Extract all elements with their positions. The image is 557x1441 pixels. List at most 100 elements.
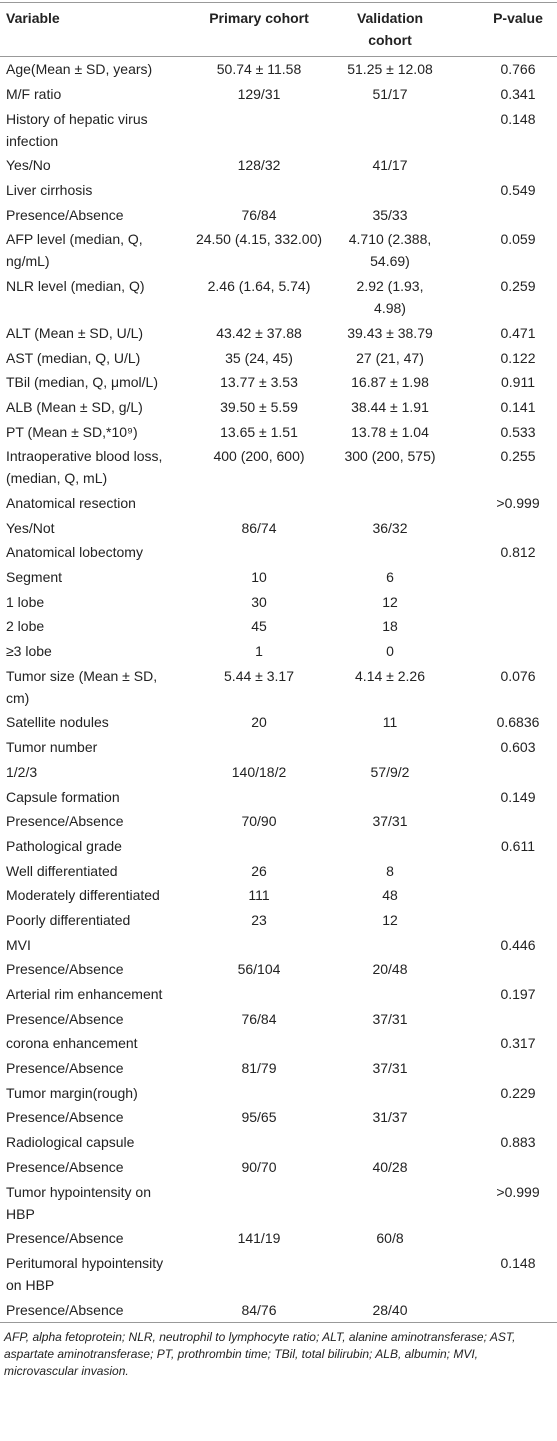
value-cell: 0.549	[500, 182, 536, 199]
value-cell	[183, 1130, 335, 1155]
variable-cell: corona enhancement	[6, 1035, 138, 1052]
table-header: Variable Primary cohort Validation cohort P…	[0, 2, 557, 57]
value-cell: 28/40	[372, 1301, 408, 1318]
value-cell	[445, 1155, 557, 1180]
value-cell	[183, 982, 335, 1007]
value-cell: 48	[382, 887, 398, 904]
variable-cell: Presence/Absence	[6, 1158, 124, 1175]
table-row: Presence/Absence 81/79 37/31	[0, 1056, 557, 1081]
value-cell	[335, 784, 445, 809]
variable-cell: Anatomical lobectomy	[6, 544, 143, 561]
variable-cell: Presence/Absence	[6, 206, 124, 223]
table-row: Presence/Absence 141/19 60/8	[0, 1226, 557, 1251]
header-cell: Primary cohort	[209, 10, 309, 26]
value-cell: 1	[255, 643, 263, 660]
value-cell	[183, 834, 335, 859]
value-cell: 16.87 ± 1.98	[351, 374, 429, 391]
table-row: Presence/Absence 76/84 35/33	[0, 202, 557, 227]
table-row: Age(Mean ± SD, years) 50.74 ± 11.58 51.25 …	[0, 57, 557, 82]
value-cell	[445, 809, 557, 834]
value-cell: 35/33	[372, 206, 408, 223]
value-cell: 51.25 ± 12.08	[347, 61, 433, 78]
value-cell: 86/74	[241, 519, 277, 536]
value-cell	[445, 883, 557, 908]
value-cell	[335, 540, 445, 565]
variable-cell: Satellite nodules	[6, 714, 109, 731]
table-row: Presence/Absence 56/104 20/48	[0, 957, 557, 982]
value-cell: 76/84	[241, 206, 277, 223]
value-cell	[335, 1179, 445, 1226]
value-cell	[183, 491, 335, 516]
table-row: MVI 0.446	[0, 932, 557, 957]
variable-cell: Presence/Absence	[6, 961, 124, 978]
table-row: Presence/Absence 84/76 28/40	[0, 1297, 557, 1323]
value-cell: 6	[386, 569, 394, 586]
variable-cell: Pathological grade	[6, 837, 122, 854]
variable-cell: Tumor number	[6, 739, 98, 756]
table-row: Yes/No 128/32 41/17	[0, 153, 557, 178]
value-cell: 13.78 ± 1.04	[351, 423, 429, 440]
variable-cell: Presence/Absence	[6, 1301, 124, 1318]
value-cell	[183, 540, 335, 565]
variable-cell: PT (Mean ± SD,*10⁹)	[6, 423, 138, 440]
value-cell: 0.883	[500, 1134, 536, 1151]
variable-cell: Tumor hypointensity on HBP	[6, 1183, 151, 1222]
table-row: NLR level (median, Q) 2.46 (1.64, 5.74) 2.…	[0, 274, 557, 321]
variable-cell: Segment	[6, 569, 63, 586]
variable-cell: Anatomical resection	[6, 494, 136, 511]
value-cell: 13.77 ± 3.53	[220, 374, 298, 391]
variable-cell: M/F ratio	[6, 86, 62, 103]
value-cell: 84/76	[241, 1301, 277, 1318]
value-cell: 26	[251, 862, 267, 879]
value-cell: 0.229	[500, 1084, 536, 1101]
table-row: Presence/Absence 90/70 40/28	[0, 1155, 557, 1180]
value-cell: 39.50 ± 5.59	[220, 398, 298, 415]
variable-cell: Presence/Absence	[6, 1060, 124, 1077]
value-cell: 0.341	[500, 86, 536, 103]
variable-cell: Presence/Absence	[6, 1010, 124, 1027]
table-row: AFP level (median, Q, ng/mL) 24.50 (4.15,…	[0, 227, 557, 274]
value-cell: 300 (200, 575)	[344, 448, 436, 465]
value-cell: 0.148	[500, 110, 536, 127]
value-cell: 13.65 ± 1.51	[220, 423, 298, 440]
value-cell	[445, 1297, 557, 1322]
value-cell	[183, 932, 335, 957]
value-cell: 2.92 (1.93, 4.98)	[356, 278, 424, 317]
value-cell: 27 (21, 47)	[356, 349, 424, 366]
value-cell: >0.999	[496, 1183, 540, 1200]
value-cell: 30	[251, 593, 267, 610]
variable-cell: Poorly differentiated	[6, 911, 131, 928]
table-row: Yes/Not 86/74 36/32	[0, 515, 557, 540]
value-cell: 0.446	[500, 936, 536, 953]
value-cell	[445, 908, 557, 933]
value-cell: 0.122	[500, 349, 536, 366]
value-cell: 20/48	[372, 961, 408, 978]
table-row: Presence/Absence 76/84 37/31	[0, 1006, 557, 1031]
variable-cell: Moderately differentiated	[6, 887, 160, 904]
value-cell	[445, 202, 557, 227]
value-cell: 128/32	[237, 157, 281, 174]
table-row: Tumor hypointensity on HBP >0.999	[0, 1179, 557, 1226]
value-cell	[445, 1056, 557, 1081]
value-cell: 20	[251, 714, 267, 731]
value-cell: 23	[251, 911, 267, 928]
value-cell	[335, 735, 445, 760]
value-cell: 140/18/2	[231, 763, 287, 780]
value-cell	[183, 106, 335, 153]
table-row: Liver cirrhosis 0.549	[0, 178, 557, 203]
value-cell: 0.141	[500, 398, 536, 415]
value-cell	[445, 515, 557, 540]
data-table: Variable Primary cohort Validation cohort P…	[0, 2, 557, 1323]
value-cell: 41/17	[372, 157, 408, 174]
value-cell	[335, 1080, 445, 1105]
variable-cell: Peritumoral hypointensity on HBP	[6, 1254, 164, 1293]
variable-cell: AST (median, Q, U/L)	[6, 349, 141, 366]
value-cell: 0.611	[501, 837, 535, 854]
value-cell	[183, 1031, 335, 1056]
table-row: AST (median, Q, U/L) 35 (24, 45) 27 (21, 4…	[0, 345, 557, 370]
value-cell: 0.197	[500, 986, 536, 1003]
value-cell: 57/9/2	[370, 763, 410, 780]
table-body: Age(Mean ± SD, years) 50.74 ± 11.58 51.25 …	[0, 57, 557, 1323]
value-cell: 400 (200, 600)	[213, 448, 305, 465]
table-row: Presence/Absence 95/65 31/37	[0, 1105, 557, 1130]
